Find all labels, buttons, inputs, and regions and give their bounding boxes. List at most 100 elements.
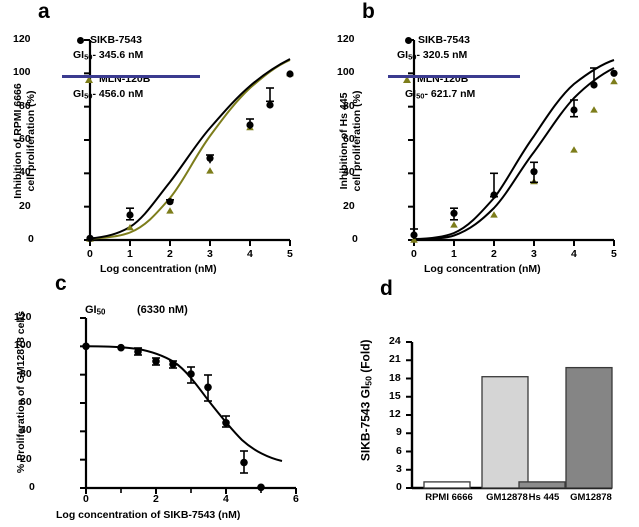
panel-c-x-axis-title: Log concentration of SIKB-7543 (nM) [56,509,241,521]
panel-c-curve [85,345,283,462]
panel-c-xtick-6: 6 [293,493,299,505]
panel-d-xtick-gm12878-2: GM12878 [570,492,612,503]
panel-a-legend-row-sikb: SIKB-7543 [67,34,217,46]
gi-text: GI [73,88,85,101]
panel-d-ytick-0: 0 [396,481,402,493]
panel-a-xtick-5: 5 [287,248,293,260]
gi-text: GI [397,49,409,61]
panel-b-x-axis-title: Log concentration (nM) [424,263,541,275]
panel-d-plot [406,341,613,490]
gi-sub: 50 [408,52,417,62]
panel-d: d SIKB-7543 GI50 (Fold) 0 3 6 9 12 [340,268,639,527]
panel-a-xtick-0: 0 [87,248,93,260]
panel-c-gi50-value: (6330 nM) [137,304,188,316]
panel-a-legend-gi50-sikb: GI50- 345.6 nM [67,49,217,61]
panel-d-xtick-rpmi-6666: RPMI 6666 [425,492,473,503]
panel-a-ytick-60: 60 [19,133,31,145]
gi-value: - 456.0 nM [92,88,144,101]
panel-d-ytick-18: 18 [389,372,401,384]
panel-b-xtick-4: 4 [571,248,577,260]
panel-b-legend-gi50-sikb: GI50- 320.5 nM [391,49,541,61]
panel-a-xtick-2: 2 [167,248,173,260]
panel-b-ytick-100: 100 [337,66,355,78]
panel-b-legend-divider [388,75,520,78]
gi-value: - 345.6 nM [92,49,144,61]
panel-b-xtick-1: 1 [451,248,457,260]
panel-a-ytick-40: 40 [19,166,31,178]
panel-c-plot [80,317,297,494]
panel-a-legend-divider [62,75,200,78]
bar-hs-445-2 [518,481,566,489]
panel-d-ytick-21: 21 [389,353,401,365]
panel-a-letter: a [38,0,50,23]
panel-b-xtick-0: 0 [411,248,417,260]
panel-c-ytick-20: 20 [20,453,32,465]
panel-a-curve-mln [89,59,291,240]
gi-value: - 320.5 nM [416,49,468,61]
panel-a-ytick-20: 20 [19,200,31,212]
panel-a-xtick-1: 1 [127,248,133,260]
gi-text: GI [405,88,417,101]
panel-c-letter: c [55,272,67,295]
panel-a-ytick-0: 0 [28,233,34,245]
panel-b-xtick-2: 2 [491,248,497,260]
panel-b-legend-row-sikb: SIKB-7543 [391,34,541,46]
circle-marker-icon [77,36,84,44]
panel-d-ytick-6: 6 [396,445,402,457]
gi-sub: 50 [84,52,93,62]
bar-gm12878-1 [481,376,529,489]
panel-a-ytick-80: 80 [19,100,31,112]
panel-d-ytick-24: 24 [389,335,401,347]
circle-marker-icon [405,36,412,44]
bar-rpmi-6666 [423,481,471,489]
panel-d-letter: d [380,277,393,300]
panel-d-ytick-15: 15 [389,390,401,402]
panel-d-ytick-3: 3 [396,463,402,475]
panel-c-ytick-0: 0 [29,481,35,493]
panel-c: c % Proliferation of GM12878 cells [0,268,340,527]
panel-a-axes [84,39,291,246]
gi-sub: 50 [416,91,425,101]
panel-c-ytick-120: 120 [14,311,32,323]
panel-c-axes [80,317,297,494]
panel-a-plot [84,39,294,246]
gi-value: - 621.7 nM [424,88,476,101]
gi-text: GI [85,304,97,316]
panel-c-ytick-80: 80 [20,368,32,380]
panel-d-ytick-12: 12 [389,408,401,420]
panel-c-xtick-4: 4 [223,493,229,505]
panel-b-ytick-80: 80 [343,100,355,112]
panel-a-legend: SIKB-7543 GI50- 345.6 nM MLN-120B GI50- … [62,34,217,101]
panel-b: b Inhibition of Hs 445 cell proliferatio… [320,0,639,275]
panel-d-xtick-hs-445: Hs 445 [528,492,560,503]
panel-a-ytick-100: 100 [13,66,31,78]
panel-b-plot [408,39,618,246]
panel-a-ytick-120: 120 [13,33,31,45]
panel-b-curve-mln [413,67,615,241]
panel-b-ytick-40: 40 [343,166,355,178]
panel-b-ytick-20: 20 [343,200,355,212]
panel-c-ytick-60: 60 [20,396,32,408]
panel-a-xtick-3: 3 [207,248,213,260]
panel-b-curve-sikb [413,59,615,240]
panel-b-axes [408,39,615,246]
panel-b-legend-gi50-mln: GI50- 621.7 nM [391,88,541,100]
triangle-marker-icon [85,75,93,83]
panel-b-ytick-120: 120 [337,33,355,45]
panel-c-series [82,342,265,492]
panel-a-x-axis-title: Log concentration (nM) [100,263,217,275]
panel-a-legend-label-sikb: SIKB-7543 [90,34,142,46]
panel-b-xtick-3: 3 [531,248,537,260]
panel-a: a Inhibition of RPMI 6666 cell prolifera… [0,0,320,275]
panel-b-series-sikb [410,67,618,239]
panel-c-ytick-40: 40 [20,424,32,436]
panel-c-ytick-100: 100 [14,339,32,351]
gi-sub: 50 [84,91,93,101]
panel-b-xtick-5: 5 [611,248,617,260]
panel-a-legend-gi50-mln: GI50- 456.0 nM [67,88,217,100]
panel-b-ytick-0: 0 [352,233,358,245]
panel-b-series-mln [410,78,618,243]
panel-b-curves [413,59,615,241]
bar-gm12878-2 [565,366,613,489]
panel-d-ytick-9: 9 [396,426,402,438]
